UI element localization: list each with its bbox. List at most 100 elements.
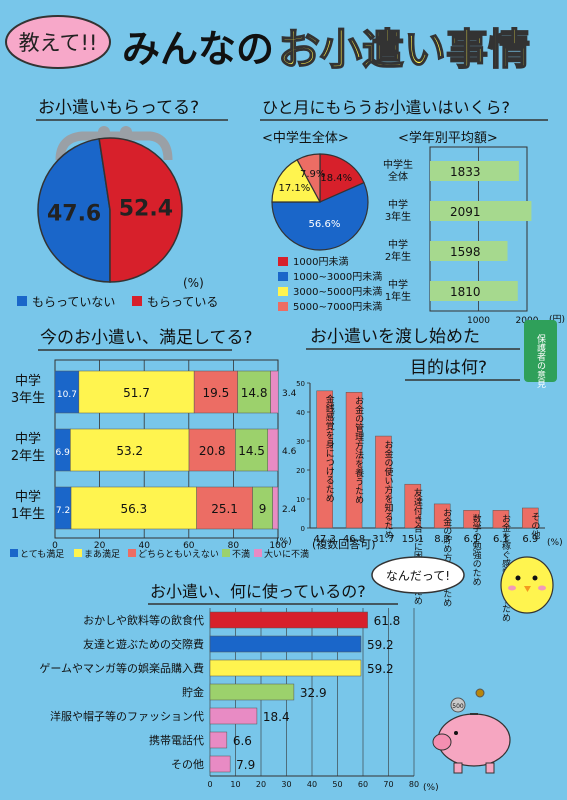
usage-title: お小遣い、何に使っているの? [150, 582, 366, 601]
satisfaction-value-1-1: 53.2 [116, 444, 143, 458]
satisfaction-bar-1-2 [188, 428, 236, 472]
grade-bar-1 [430, 201, 532, 221]
receive-pie: 47.6 52.4 [37, 137, 183, 283]
grade-category-2: 中学 2年生 [385, 238, 411, 263]
amount-pie-label-3: 7.9% [300, 169, 325, 180]
tag-bubble [5, 15, 111, 69]
purpose-unit: (%) [547, 538, 563, 548]
speech-bubble-text: なんだって! [386, 569, 450, 583]
purpose-tick-30: 30 [296, 438, 305, 446]
purpose-value-0: 47.3 [314, 534, 336, 545]
usage-tick-0: 0 [207, 780, 212, 789]
satisfaction-tick-100: 100 [269, 541, 286, 551]
satisfaction-bar-1-4 [267, 428, 279, 472]
purpose-value-7: 6.9 [522, 534, 538, 545]
satisfaction-tick-20: 20 [94, 541, 106, 551]
purpose-bar-3 [404, 483, 422, 529]
satisfaction-unit: (%) [276, 537, 292, 547]
purpose-tick-10: 10 [296, 496, 305, 504]
grade-value-0: 1833 [450, 165, 481, 179]
legend-label-3000-5000: 3000~5000円未満 [293, 286, 382, 298]
legend-swatch-not-receive [17, 296, 27, 306]
usage-bar-5 [209, 731, 228, 749]
usage-tick-80: 80 [409, 780, 419, 789]
legend-label-under1000: 1000円未満 [293, 256, 348, 268]
satisfaction-chart: 0 20 40 60 80 100 中学 3年生 10.7 51.7 19.5 14.8 3.4 中学 2年… [11, 359, 297, 551]
receive-pie-label-0: 47.6 [47, 202, 101, 227]
amount-pie-slice-1 [271, 181, 369, 251]
usage-bar-2 [209, 659, 362, 677]
receive-pie-label-1: 52.4 [119, 196, 173, 221]
grade-category-1: 中学 3年生 [385, 198, 411, 223]
grade-bar-0 [430, 161, 519, 181]
usage-value-0: 61.8 [374, 614, 401, 628]
satisfaction-value-2-2: 25.1 [211, 502, 238, 516]
usage-category-0: おかしや飲料等の飲食代 [83, 613, 204, 627]
satisfaction-legend: とても満足 まあ満足 どちらともいえない 不満 大いに不満 [10, 548, 309, 560]
purpose-tick-20: 20 [296, 467, 305, 475]
satisfaction-tick-40: 40 [138, 541, 150, 551]
legend-label-neutral: どちらともいえない [138, 549, 219, 560]
satisfaction-bar-1-3 [235, 428, 268, 472]
purpose-category-0: 金銭感覚を身につけるため [324, 394, 335, 503]
usage-value-6: 7.9 [236, 758, 255, 772]
purpose-note: (複数回答可) [312, 537, 376, 551]
purpose-tick-40: 40 [296, 409, 305, 417]
satisfaction-value-2-3: 9 [259, 502, 267, 516]
satisfaction-tick-0: 0 [52, 541, 58, 551]
coin-500 [450, 697, 466, 713]
amount-pie-label-0: 18.4% [320, 173, 352, 184]
usage-bar-1 [209, 635, 362, 653]
satisfaction-value-1-3: 14.5 [238, 444, 265, 458]
legend-label-5000-7000: 5000~7000円未満 [293, 301, 382, 313]
amount-pie-slice-2 [271, 158, 322, 203]
purpose-title-line2: 目的は何? [410, 358, 487, 378]
legend-label-very-unsatisfied: 大いに不満 [264, 548, 309, 560]
receive-unit: (%) [183, 276, 204, 290]
legend-swatch-receive [132, 296, 142, 306]
satisfaction-value-1-2: 20.8 [199, 444, 226, 458]
satisfaction-bar-0-3 [237, 370, 271, 414]
coin-small [475, 688, 485, 698]
legend-swatch-neutral [128, 549, 136, 557]
legend-swatch-very-satisfied [10, 549, 18, 557]
usage-bar-6 [209, 755, 231, 773]
usage-category-6: その他 [171, 758, 204, 771]
purpose-bar-0 [316, 390, 333, 529]
usage-chart: 0 10 20 30 40 50 60 70 80 61.8 おかしや飲料等の飲食代 59.2 友達と遊… [39, 608, 419, 789]
usage-value-3: 32.9 [300, 686, 327, 700]
satisfaction-title: 今のお小遣い、満足してる? [40, 328, 253, 348]
chick-illustration [500, 556, 554, 614]
grade-tick-1000: 1000 [467, 316, 490, 326]
tag-text: 教えて!! [19, 31, 98, 55]
title-part1: みんなの [122, 27, 274, 71]
legend-label-very-satisfied: とても満足 [20, 549, 64, 560]
satisfaction-bar-2-4 [272, 486, 279, 530]
usage-category-2: ゲームやマンガ等の娯楽品購入費 [39, 661, 204, 675]
satisfaction-bar-1-1 [70, 428, 190, 472]
satisfaction-value-2-1: 56.3 [120, 502, 147, 516]
usage-value-5: 6.6 [233, 734, 252, 748]
legend-swatch-very-unsatisfied [254, 549, 262, 557]
satisfaction-bar-2-1 [70, 486, 197, 530]
satisfaction-category-1: 中学 2年生 [11, 431, 45, 464]
legend-swatch-1000-3000 [278, 272, 288, 281]
receive-pie-slice-0 [37, 137, 111, 283]
satisfaction-category-0: 中学 3年生 [11, 373, 45, 406]
satisfaction-value-0-4: 3.4 [282, 389, 297, 399]
purpose-title-line1: お小遣いを渡し始めた [310, 327, 480, 347]
grade-value-3: 1810 [450, 285, 481, 299]
purpose-bar-6 [492, 510, 510, 529]
purpose-bar-5 [463, 510, 480, 529]
grade-bar-unit: (円) [549, 314, 565, 325]
purpose-bar-7 [522, 507, 539, 529]
receive-title: お小遣いもらってる? [38, 98, 199, 118]
usage-value-4: 18.4 [263, 710, 290, 724]
amount-pie-slice-3 [296, 153, 321, 203]
legend-label-not-receive: もらっていない [32, 295, 115, 309]
satisfaction-bar-0-1 [78, 370, 195, 414]
purpose-category-4: お金の貯め方を知るため [441, 508, 452, 607]
purpose-tick-0: 0 [301, 525, 305, 533]
usage-tick-50: 50 [332, 780, 342, 789]
